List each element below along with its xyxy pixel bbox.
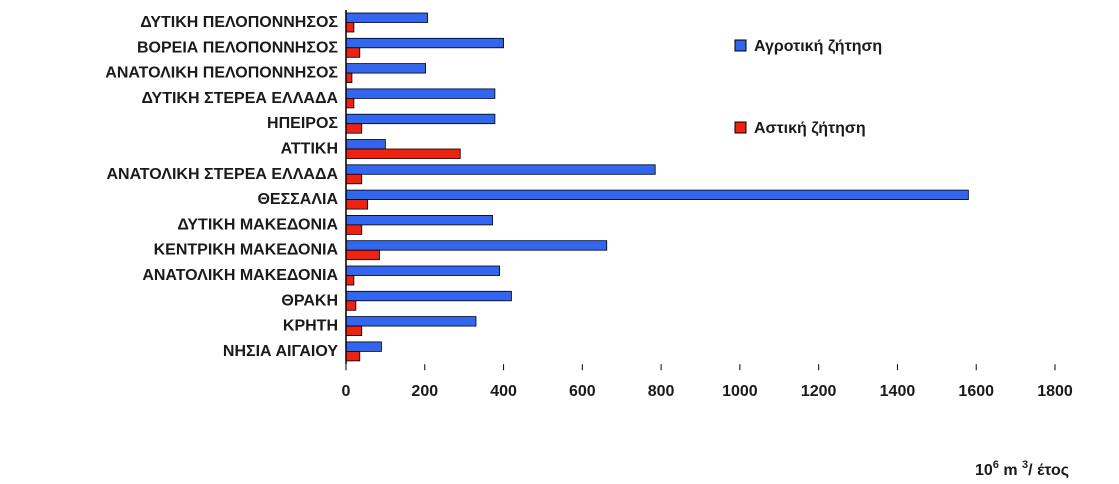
- bar-urban: [345, 350, 361, 362]
- x-tick-label: 1200: [801, 383, 837, 400]
- category-label: ΘΕΣΣΑΛΙΑ: [257, 191, 338, 208]
- category-label: ΔΥΤΙΚΗ ΠΕΛΟΠΟΝΝΗΣΟΣ: [140, 14, 338, 31]
- bar-agricultural: [345, 164, 656, 175]
- legend: Αγροτική ζήτηση Αστική ζήτηση: [734, 38, 882, 137]
- bar-agricultural: [345, 189, 969, 201]
- category-label: ΔΥΤΙΚΗ ΣΤΕΡΕΑ ΕΛΛΑΔΑ: [141, 90, 338, 107]
- bar-agricultural: [345, 113, 496, 125]
- bar-agricultural: [345, 139, 386, 150]
- bar-agricultural: [345, 214, 493, 226]
- category-labels: ΔΥΤΙΚΗ ΠΕΛΟΠΟΝΝΗΣΟΣ ΒΟΡΕΙΑ ΠΕΛΟΠΟΝΝΗΣΟΣ ΑΝ…: [105, 14, 338, 360]
- bar-agricultural: [345, 63, 426, 74]
- bar-urban: [345, 22, 355, 33]
- category-label: ΘΡΑΚΗ: [281, 292, 338, 309]
- x-tick-label: 0: [342, 383, 351, 400]
- bar-urban: [345, 325, 363, 337]
- bar-urban: [345, 300, 357, 311]
- category-label: ΝΗΣΙΑ ΑΙΓΑΙΟΥ: [223, 343, 338, 360]
- legend-swatch-agricultural: [734, 39, 747, 52]
- category-label: ΔΥΤΙΚΗ ΜΑΚΕΔΟΝΙΑ: [177, 216, 338, 233]
- bar-urban: [345, 173, 363, 185]
- x-tick-label: 1600: [958, 383, 994, 400]
- x-tick-label: 400: [490, 383, 517, 400]
- bar-urban: [345, 123, 363, 134]
- bar-urban: [345, 249, 380, 261]
- bar-urban: [345, 98, 355, 109]
- category-label: ΗΠΕΙΡΟΣ: [267, 115, 338, 132]
- category-label: ΑΤΤΙΚΗ: [281, 141, 338, 158]
- x-axis-unit-label: 106 m 3/ έτος: [975, 459, 1069, 479]
- x-tick-label: 1400: [880, 383, 916, 400]
- legend-swatch-urban: [734, 121, 747, 134]
- bar-urban: [345, 148, 461, 159]
- bar-agricultural: [345, 290, 512, 302]
- bars: [345, 12, 969, 362]
- category-label: ΒΟΡΕΙΑ ΠΕΛΟΠΟΝΝΗΣΟΣ: [137, 39, 338, 56]
- bar-urban: [345, 224, 363, 235]
- bar-agricultural: [345, 240, 608, 251]
- category-label: ΚΕΝΤΡΙΚΗ ΜΑΚΕΔΟΝΙΑ: [154, 242, 339, 259]
- x-tick-label: 1800: [1037, 383, 1073, 400]
- legend-label-agricultural: Αγροτική ζήτηση: [754, 38, 882, 55]
- bar-agricultural: [345, 12, 428, 23]
- x-tick-label: 200: [411, 383, 438, 400]
- bar-urban: [345, 72, 353, 83]
- category-label: ΑΝΑΤΟΛΙΚΗ ΣΤΕΡΕΑ ΕΛΛΑΔΑ: [106, 166, 338, 183]
- category-label: ΚΡΗΤΗ: [283, 318, 338, 335]
- category-label: ΑΝΑΤΟΛΙΚΗ ΜΑΚΕΔΟΝΙΑ: [142, 267, 338, 284]
- x-tick-label: 800: [648, 383, 675, 400]
- x-tick-label: 1000: [722, 383, 758, 400]
- bar-agricultural: [345, 341, 382, 352]
- legend-label-urban: Αστική ζήτηση: [754, 120, 866, 137]
- bar-urban: [345, 275, 355, 286]
- bar-agricultural: [345, 316, 477, 327]
- bar-urban: [345, 47, 361, 58]
- category-label: ΑΝΑΤΟΛΙΚΗ ΠΕΛΟΠΟΝΝΗΣΟΣ: [105, 65, 338, 82]
- x-axis-ticks: 0 200 400 600 800 1000 1200 1400 1600 1800: [342, 364, 1073, 400]
- x-tick-label: 600: [569, 383, 596, 400]
- bar-agricultural: [345, 265, 501, 276]
- bar-agricultural: [345, 37, 504, 49]
- bar-urban: [345, 199, 369, 210]
- bar-agricultural: [345, 88, 496, 99]
